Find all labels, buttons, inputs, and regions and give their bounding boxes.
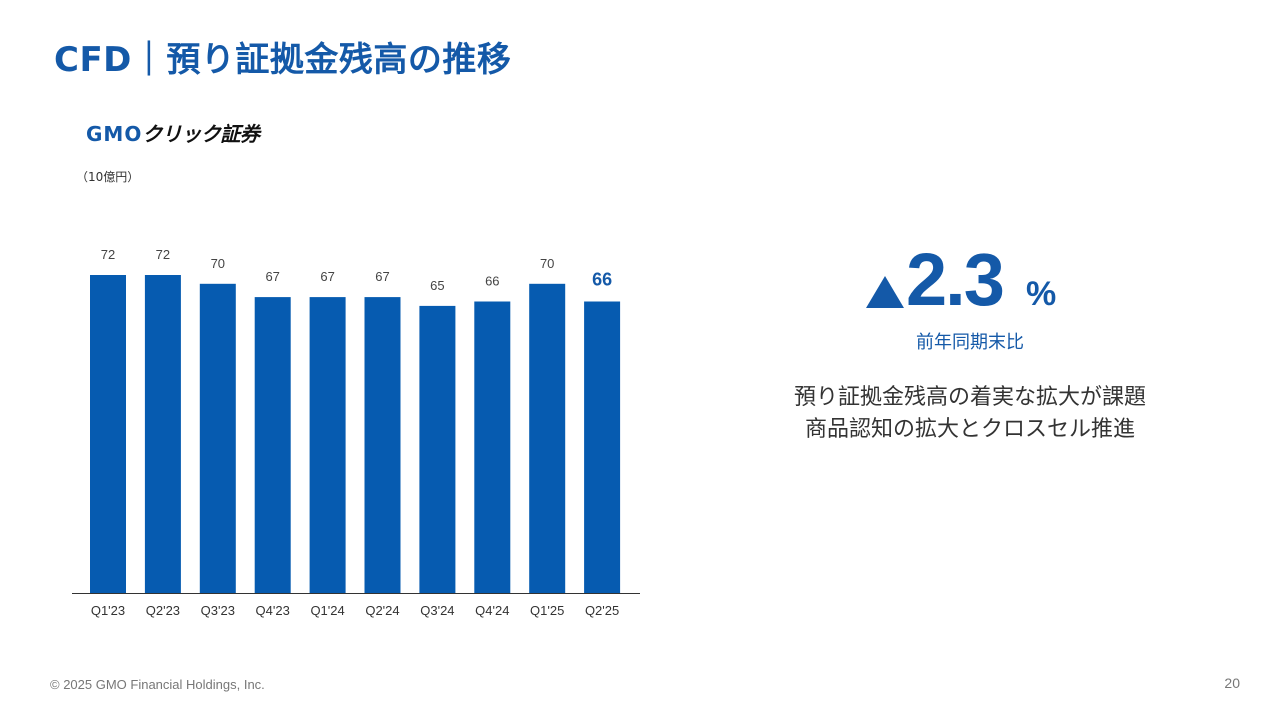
logo-text: クリック証券	[142, 122, 260, 146]
value-label-3: 67	[265, 269, 279, 284]
description-line-1: 預り証拠金残高の着実な拡大が課題	[793, 385, 1146, 410]
bar-6	[419, 305, 456, 593]
bar-2	[199, 283, 236, 593]
bar-0	[90, 275, 126, 593]
page-title: CFD｜預り証拠金残高の推移	[54, 40, 512, 80]
bar-7	[474, 301, 511, 593]
gmo-click-logo: GMOクリック証券	[86, 118, 260, 147]
x-tick-label-2: Q3'23	[201, 603, 235, 618]
description-line-2: 商品認知の拡大とクロスセル推進	[804, 417, 1135, 442]
value-label-4: 67	[320, 269, 334, 284]
description: 預り証拠金残高の着実な拡大が課題 商品認知の拡大とクロスセル推進	[720, 382, 1220, 446]
page-number: 20	[1224, 675, 1240, 691]
x-tick-label-0: Q1'23	[91, 603, 125, 618]
x-tick-label-9: Q2'25	[585, 603, 619, 618]
bar-1	[144, 275, 181, 593]
kpi-value: 2.3	[906, 238, 1005, 321]
value-label-8: 70	[540, 256, 554, 271]
value-label-2: 70	[211, 256, 225, 271]
x-tick-label-1: Q2'23	[146, 603, 180, 618]
value-label-0: 72	[101, 247, 115, 262]
up-triangle-icon	[866, 276, 904, 308]
x-tick-label-7: Q4'24	[475, 603, 509, 618]
bar-5	[364, 297, 401, 593]
kpi-label: 前年同期末比	[916, 332, 1024, 353]
bar-chart: 72 Q1'23 72 Q2'23 70 Q3'23 67 Q4'23 67 Q1'24 67 Q2'…	[72, 247, 640, 618]
x-tick-label-8: Q1'25	[530, 603, 564, 618]
x-tick-label-4: Q1'24	[310, 603, 344, 618]
bar-9	[584, 301, 621, 593]
x-tick-label-5: Q2'24	[365, 603, 399, 618]
value-label-9: 66	[592, 270, 612, 290]
x-tick-label-3: Q4'23	[256, 603, 290, 618]
chart-unit-label: （10億円）	[76, 170, 140, 184]
value-label-6: 65	[430, 278, 444, 293]
bar-4	[309, 297, 346, 593]
bar-8	[529, 283, 566, 593]
value-label-5: 67	[375, 269, 389, 284]
bar-3	[254, 297, 291, 593]
kpi-unit: %	[1026, 275, 1057, 313]
value-label-7: 66	[485, 274, 499, 289]
x-tick-label-6: Q3'24	[420, 603, 454, 618]
logo-brand: GMO	[86, 122, 143, 146]
kpi-block: 2.3 %	[866, 236, 1066, 326]
value-label-1: 72	[156, 247, 170, 262]
copyright: © 2025 GMO Financial Holdings, Inc.	[50, 677, 265, 692]
